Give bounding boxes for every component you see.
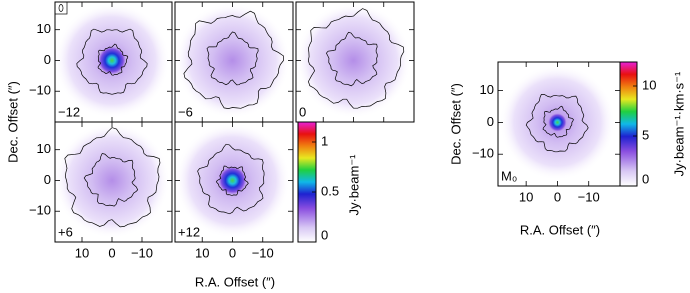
emission-core xyxy=(218,166,247,195)
colorbar-tick-label: 10 xyxy=(642,77,656,92)
contour xyxy=(97,43,129,76)
frame xyxy=(295,1,415,123)
panel-image xyxy=(498,62,620,186)
beam xyxy=(58,4,64,12)
x-tick-label: −10 xyxy=(131,245,153,260)
panel-label: −6 xyxy=(178,104,193,119)
x-axis-label: R.A. Offset (″) xyxy=(520,222,600,237)
colorbar-tick-label: 0 xyxy=(321,227,328,242)
panel-label: +12 xyxy=(178,224,200,239)
panel-image xyxy=(296,2,414,122)
panel-image xyxy=(175,2,293,122)
colorbar-tick-label: 1 xyxy=(321,133,328,148)
frame xyxy=(174,121,294,243)
colorbar-tick-label: 0 xyxy=(642,171,649,186)
x-axis-label: R.A. Offset (″) xyxy=(195,274,275,289)
panel-label: 0 xyxy=(299,104,306,119)
panel-label: M₀ xyxy=(501,168,517,183)
contour xyxy=(183,10,284,109)
colorbar-tick-label: 5 xyxy=(642,127,649,142)
x-tick-label: 10 xyxy=(519,189,533,204)
y-tick-label: −10 xyxy=(29,203,51,218)
x-tick-label: 0 xyxy=(554,189,561,204)
emission-core xyxy=(98,46,126,75)
contour xyxy=(525,94,589,153)
y-tick-label: 10 xyxy=(37,141,51,156)
colorbar xyxy=(619,61,638,187)
colorbar-label: Jy·beam⁻¹ xyxy=(346,154,361,216)
colorbar-label: Jy·beam⁻¹·km·s⁻¹ xyxy=(671,71,686,176)
contour xyxy=(206,31,259,86)
colorbar-tick-label: 0.5 xyxy=(321,183,339,198)
x-tick-label: 10 xyxy=(75,245,89,260)
emission xyxy=(175,2,291,119)
contour xyxy=(64,127,161,228)
y-tick-label: 10 xyxy=(480,82,494,97)
contour xyxy=(325,31,378,87)
contour xyxy=(542,105,574,138)
colorbar xyxy=(297,121,317,243)
panel-label: −12 xyxy=(58,104,80,119)
panel-image xyxy=(55,122,172,242)
y-axis-label: Dec. Offset (″) xyxy=(5,81,20,163)
contour xyxy=(76,28,148,95)
contour xyxy=(197,143,265,215)
contour xyxy=(215,165,249,196)
x-tick-label: 0 xyxy=(108,245,115,260)
y-tick-label: −10 xyxy=(29,83,51,98)
contour xyxy=(83,153,139,207)
emission xyxy=(55,122,170,239)
x-tick-label: −10 xyxy=(252,245,274,260)
beam-box xyxy=(54,1,68,15)
y-tick-label: 0 xyxy=(44,172,51,187)
x-tick-label: 0 xyxy=(229,245,236,260)
y-axis-label: Dec. Offset (″) xyxy=(448,83,463,165)
panel-label: +6 xyxy=(58,224,73,239)
x-tick-label: −10 xyxy=(578,189,600,204)
x-tick-label: 10 xyxy=(195,245,209,260)
contour xyxy=(307,8,405,109)
frame xyxy=(54,121,173,243)
y-tick-label: −10 xyxy=(472,146,494,161)
y-tick-label: 0 xyxy=(487,114,494,129)
panel-image xyxy=(175,122,293,242)
emission-core xyxy=(548,113,567,132)
y-tick-label: 0 xyxy=(44,52,51,67)
y-tick-label: 10 xyxy=(37,21,51,36)
emission xyxy=(296,2,412,119)
panel-image xyxy=(55,2,172,122)
